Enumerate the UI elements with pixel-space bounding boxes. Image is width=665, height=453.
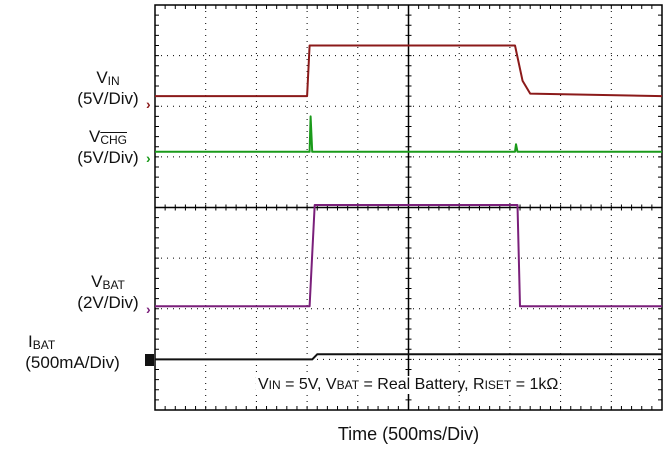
- vchg-label: VCHG (5V/Div): [77, 127, 139, 167]
- trace-vchg: [155, 115, 662, 153]
- ibat-label: IBAT (500mA/Div): [25, 332, 120, 372]
- ibat-marker: [145, 354, 154, 366]
- vchg-marker: ›: [146, 150, 151, 166]
- vbat-label: VBAT (2V/Div): [77, 272, 139, 312]
- trace-vbat: [155, 204, 662, 308]
- vin-label: VIN (5V/Div): [77, 68, 139, 108]
- test-conditions: VIN = 5V, VBAT = Real Battery, RISET = 1…: [256, 376, 561, 394]
- x-axis-label: Time (500ms/Div): [337, 424, 480, 444]
- trace-vin: [155, 44, 663, 98]
- vin-marker: ›: [146, 96, 151, 112]
- trace-ibat: [155, 353, 662, 361]
- vbat-marker: ›: [146, 301, 151, 317]
